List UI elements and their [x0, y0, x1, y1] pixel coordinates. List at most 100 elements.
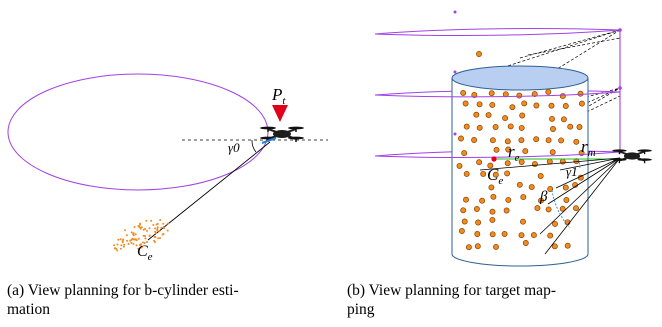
cloud-dot	[130, 241, 133, 244]
label-center-b: Ce	[487, 165, 503, 187]
cloud-dot	[117, 238, 120, 241]
cloud-dot	[547, 186, 554, 192]
cloud-dot	[562, 184, 569, 191]
cloud-dot	[560, 116, 567, 123]
cloud-dot	[120, 244, 123, 247]
panel-b: re rm γ1 β Ce	[374, 10, 653, 267]
cloud-dot	[126, 239, 129, 242]
cloud-dot	[137, 237, 140, 240]
cloud-dot	[578, 100, 585, 107]
cloud-dot	[573, 138, 580, 145]
cloud-dot	[533, 136, 540, 143]
cloud-dot	[153, 236, 156, 238]
cloud-dot	[162, 222, 165, 225]
cloud-dot	[135, 244, 138, 247]
cloud-dot	[465, 244, 472, 251]
cloud-dot	[132, 232, 135, 235]
cylinder-top	[451, 65, 589, 91]
cloud-dot	[549, 149, 556, 156]
cloud-dot	[124, 229, 126, 232]
quadcopter-icon	[259, 125, 305, 144]
cloud-dot	[479, 197, 486, 204]
cloud-dot	[476, 124, 483, 131]
cloud-dot	[161, 233, 164, 236]
cloud-dot	[518, 124, 525, 131]
cloud-dot	[528, 184, 535, 191]
cloud-dot	[552, 220, 558, 227]
cloud-dot	[160, 226, 163, 229]
cloud-dot	[492, 171, 499, 178]
cloud-dot	[488, 184, 495, 191]
cloud-dot	[146, 241, 148, 243]
cloud-dot	[564, 242, 571, 249]
cloud-dot	[166, 222, 169, 225]
cloud-dot	[458, 228, 465, 234]
cloud-dot	[156, 222, 159, 225]
cloud-dot	[132, 234, 135, 237]
cloud-dot	[516, 181, 523, 188]
cloud-dot	[519, 112, 526, 119]
cloud-dot	[501, 231, 508, 237]
cloud-dot	[121, 241, 124, 244]
cloud-dot	[456, 162, 463, 169]
cloud-dot	[132, 242, 135, 245]
cloud-dot	[507, 123, 514, 130]
cloud-dot	[143, 242, 146, 244]
cloud-dot	[144, 228, 147, 230]
cloud-dot	[156, 229, 159, 232]
cloud-dot	[492, 124, 499, 130]
cloud-dot	[162, 226, 165, 228]
label-gamma0: γ0	[228, 140, 240, 155]
cloud-dot	[154, 227, 157, 230]
cloud-dot	[148, 235, 151, 237]
cloud-dot	[127, 243, 130, 245]
dot-cloud-a	[113, 219, 169, 252]
sight-line-a	[147, 141, 271, 241]
cloud-dot	[490, 193, 497, 200]
cloud-dot	[139, 222, 142, 225]
gamma0-arc	[251, 139, 257, 153]
ring-top-back	[374, 28, 621, 35]
cloud-dot	[115, 247, 118, 250]
cloud-dot	[474, 231, 481, 237]
cloud-dot	[520, 194, 527, 201]
cloud-dot	[546, 158, 553, 165]
cloud-dot	[476, 159, 483, 166]
label-r-m: rm	[581, 137, 596, 159]
cloud-dot	[461, 218, 468, 225]
cloud-dot	[504, 170, 511, 177]
cloud-dot	[166, 229, 169, 232]
cloud-dot	[471, 137, 478, 143]
cloud-dot	[140, 246, 143, 249]
cloud-dot	[489, 231, 496, 238]
cylinder-bottom	[451, 253, 589, 267]
cloud-dot	[489, 137, 496, 144]
cloud-dot	[137, 247, 140, 250]
cloud-dot	[489, 208, 496, 215]
cloud-dot	[156, 226, 159, 229]
cloud-dot	[463, 170, 470, 177]
cloud-dot	[562, 103, 569, 109]
cloud-dot	[503, 207, 510, 214]
cloud-dot	[538, 197, 544, 204]
cloud-dot	[157, 237, 160, 240]
cloud-dot	[489, 216, 496, 223]
cloud-dot	[150, 219, 153, 222]
cloud-dot	[522, 240, 529, 246]
cloud-dot	[471, 92, 478, 98]
cloud-dot	[113, 244, 116, 247]
ring-mid-front	[374, 91, 621, 98]
panel-a: Pt γ0 Ce	[7, 73, 328, 263]
cloud-dot	[131, 237, 134, 240]
cloud-dot	[133, 226, 136, 228]
caption-a-line1: (a) View planning for b-cylinder esti-	[7, 282, 239, 299]
cloud-dot	[531, 91, 538, 98]
cloud-dot	[559, 93, 566, 100]
cloud-dot	[135, 238, 137, 241]
cloud-dot	[551, 243, 558, 250]
cloud-dot	[509, 104, 516, 111]
cloud-dot	[531, 161, 538, 168]
quadcopter-icon	[611, 148, 653, 165]
cloud-dot	[548, 102, 555, 109]
